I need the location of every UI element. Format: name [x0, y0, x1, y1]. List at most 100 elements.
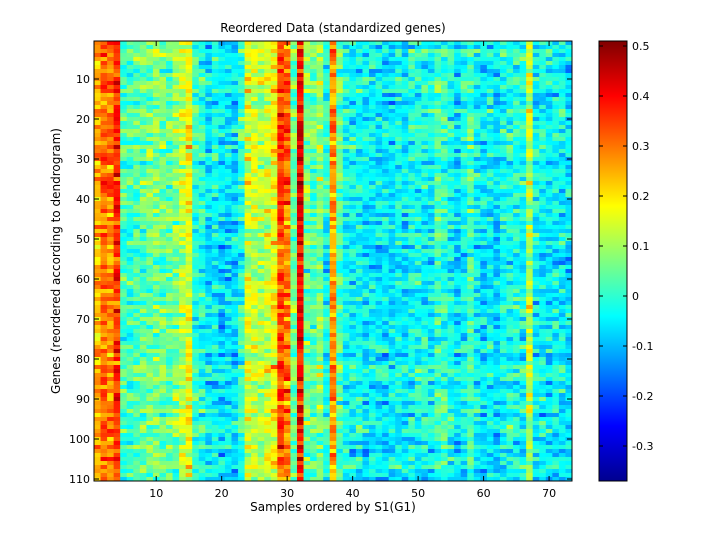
- heatmap-cell: [323, 89, 331, 94]
- heatmap-cell: [513, 65, 521, 70]
- heatmap-cell: [166, 285, 173, 290]
- heatmap-cell: [421, 173, 429, 178]
- heatmap-cell: [323, 265, 331, 270]
- heatmap-cell: [316, 245, 324, 250]
- heatmap-cell: [486, 113, 494, 118]
- heatmap-cell: [198, 197, 206, 202]
- heatmap-cell: [427, 113, 435, 118]
- heatmap-cell: [526, 121, 534, 126]
- heatmap-cell: [513, 97, 521, 102]
- heatmap-cell: [552, 153, 560, 158]
- heatmap-cell: [257, 149, 265, 154]
- heatmap-cell: [172, 217, 180, 222]
- heatmap-cell: [251, 241, 259, 246]
- heatmap-cell: [100, 269, 108, 274]
- heatmap-cell: [447, 81, 455, 86]
- heatmap-cell: [244, 249, 252, 254]
- heatmap-cell: [414, 209, 422, 214]
- heatmap-cell: [493, 181, 501, 186]
- heatmap-cell: [558, 45, 566, 50]
- heatmap-cell: [375, 269, 383, 274]
- heatmap-cell: [238, 285, 245, 290]
- heatmap-cell: [192, 117, 200, 122]
- heatmap-cell: [316, 61, 324, 66]
- heatmap-cell: [427, 277, 435, 282]
- heatmap-cell: [480, 233, 488, 238]
- heatmap-cell: [224, 117, 232, 122]
- heatmap-cell: [283, 133, 291, 138]
- heatmap-cell: [283, 313, 291, 318]
- heatmap-cell: [231, 241, 239, 246]
- heatmap-cell: [395, 121, 403, 126]
- heatmap-cell: [532, 93, 540, 98]
- heatmap-cell: [506, 121, 514, 126]
- heatmap-cell: [192, 113, 200, 118]
- heatmap-cell: [565, 209, 573, 214]
- heatmap-cell: [454, 189, 462, 194]
- heatmap-cell: [231, 93, 239, 98]
- heatmap-cell: [172, 61, 180, 66]
- heatmap-cell: [369, 185, 376, 190]
- heatmap-cell: [342, 165, 350, 170]
- heatmap-cell: [185, 289, 193, 294]
- heatmap-cell: [467, 53, 475, 58]
- heatmap-cell: [179, 149, 187, 154]
- heatmap-cell: [552, 293, 560, 298]
- heatmap-cell: [526, 169, 534, 174]
- heatmap-cell: [244, 169, 252, 174]
- heatmap-cell: [362, 277, 370, 282]
- heatmap-cell: [198, 277, 206, 282]
- heatmap-cell: [133, 173, 141, 178]
- heatmap-cell: [369, 181, 376, 186]
- heatmap-cell: [349, 261, 357, 266]
- heatmap-cell: [251, 57, 259, 62]
- heatmap-cell: [336, 309, 344, 314]
- heatmap-cell: [526, 133, 534, 138]
- heatmap-cell: [120, 265, 128, 270]
- heatmap-cell: [179, 185, 187, 190]
- heatmap-cell: [100, 285, 108, 290]
- heatmap-cell: [283, 297, 291, 302]
- heatmap-cell: [211, 233, 219, 238]
- heatmap-cell: [545, 273, 553, 278]
- heatmap-cell: [94, 301, 101, 306]
- heatmap-cell: [107, 189, 115, 194]
- heatmap-cell: [506, 237, 514, 242]
- heatmap-cell: [441, 205, 448, 210]
- heatmap-cell: [179, 265, 187, 270]
- heatmap-cell: [179, 197, 187, 202]
- heatmap-cell: [257, 269, 265, 274]
- heatmap-cell: [211, 53, 219, 58]
- heatmap-cell: [473, 285, 481, 290]
- heatmap-cell: [427, 73, 435, 78]
- heatmap-cell: [473, 261, 481, 266]
- heatmap-cell: [277, 57, 285, 62]
- heatmap-cell: [179, 113, 187, 118]
- heatmap-cell: [460, 125, 468, 130]
- heatmap-cell: [172, 181, 180, 186]
- heatmap-cell: [192, 149, 200, 154]
- heatmap-cell: [283, 129, 291, 134]
- heatmap-cell: [558, 197, 566, 202]
- heatmap-cell: [408, 117, 416, 122]
- heatmap-cell: [290, 169, 298, 174]
- heatmap-cell: [473, 97, 481, 102]
- heatmap-cell: [362, 229, 370, 234]
- heatmap-cell: [369, 153, 376, 158]
- heatmap-cell: [107, 285, 115, 290]
- heatmap-cell: [277, 49, 285, 54]
- heatmap-cell: [166, 41, 173, 46]
- heatmap-cell: [388, 185, 396, 190]
- heatmap-cell: [336, 289, 344, 294]
- heatmap-cell: [545, 205, 553, 210]
- heatmap-cell: [192, 49, 200, 54]
- heatmap-cell: [526, 137, 534, 142]
- heatmap-cell: [120, 189, 128, 194]
- heatmap-cell: [486, 181, 494, 186]
- heatmap-cell: [166, 185, 173, 190]
- heatmap-cell: [526, 305, 534, 310]
- heatmap-cell: [467, 297, 475, 302]
- heatmap-cell: [414, 185, 422, 190]
- heatmap-cell: [506, 113, 514, 118]
- heatmap-cell: [395, 261, 403, 266]
